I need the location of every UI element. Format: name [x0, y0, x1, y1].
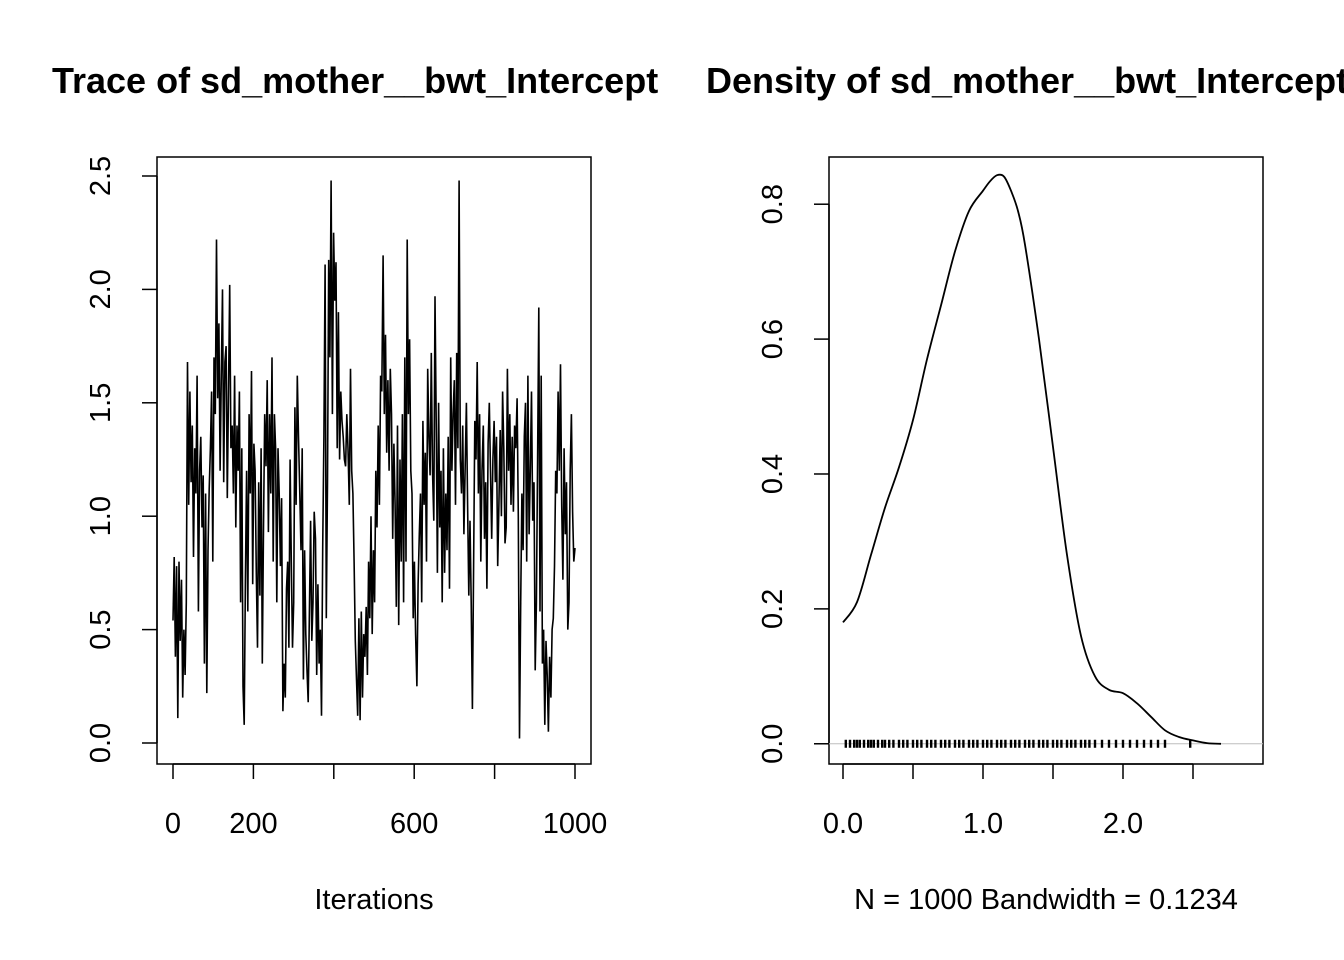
density-x-label: N = 1000 Bandwidth = 0.1234	[854, 884, 1238, 916]
density-y-axis: 0.0 0.2 0.4 0.6 0.8	[757, 184, 830, 764]
trace-y-tick-label: 1.0	[85, 496, 117, 536]
density-curve	[842, 173, 1222, 745]
density-rug	[844, 739, 1192, 748]
density-x-tick-label: 1.0	[963, 808, 1003, 840]
trace-y-tick-label: 1.5	[85, 383, 117, 423]
trace-y-tick-label: 0.5	[85, 609, 117, 649]
trace-x-tick-label: 200	[229, 808, 277, 840]
density-x-axis: 0.0 1.0 2.0	[823, 763, 1194, 840]
trace-y-tick-label: 0.0	[85, 723, 117, 763]
density-y-tick-label: 0.4	[757, 454, 789, 494]
trace-x-tick-label: 1000	[543, 808, 608, 840]
trace-x-axis: 0 200 600 1000	[165, 763, 608, 840]
density-y-tick-label: 0.2	[757, 589, 789, 629]
density-y-tick-label: 0.6	[757, 319, 789, 359]
trace-x-tick-label: 0	[165, 808, 181, 840]
trace-x-tick-label: 600	[390, 808, 438, 840]
trace-y-tick-label: 2.5	[85, 156, 117, 196]
trace-series-line	[172, 180, 576, 739]
density-x-tick-label: 0.0	[823, 808, 863, 840]
density-title: Density of sd_mother__bwt_Intercept	[706, 60, 1344, 101]
density-y-tick-label: 0.8	[757, 184, 789, 224]
trace-x-label: Iterations	[314, 884, 433, 916]
density-y-tick-label: 0.0	[757, 724, 789, 764]
trace-title: Trace of sd_mother__bwt_Intercept	[52, 60, 658, 101]
density-panel: Density of sd_mother__bwt_Intercept 0.00…	[706, 60, 1344, 916]
density-x-tick-label: 2.0	[1103, 808, 1143, 840]
trace-y-tick-label: 2.0	[85, 269, 117, 309]
trace-panel: Trace of sd_mother__bwt_Intercept 0.0 0.5…	[52, 60, 658, 916]
density-plot-box	[828, 156, 1264, 765]
trace-y-axis: 0.0 0.5 1.0 1.5 2.0 2.5	[85, 156, 158, 763]
